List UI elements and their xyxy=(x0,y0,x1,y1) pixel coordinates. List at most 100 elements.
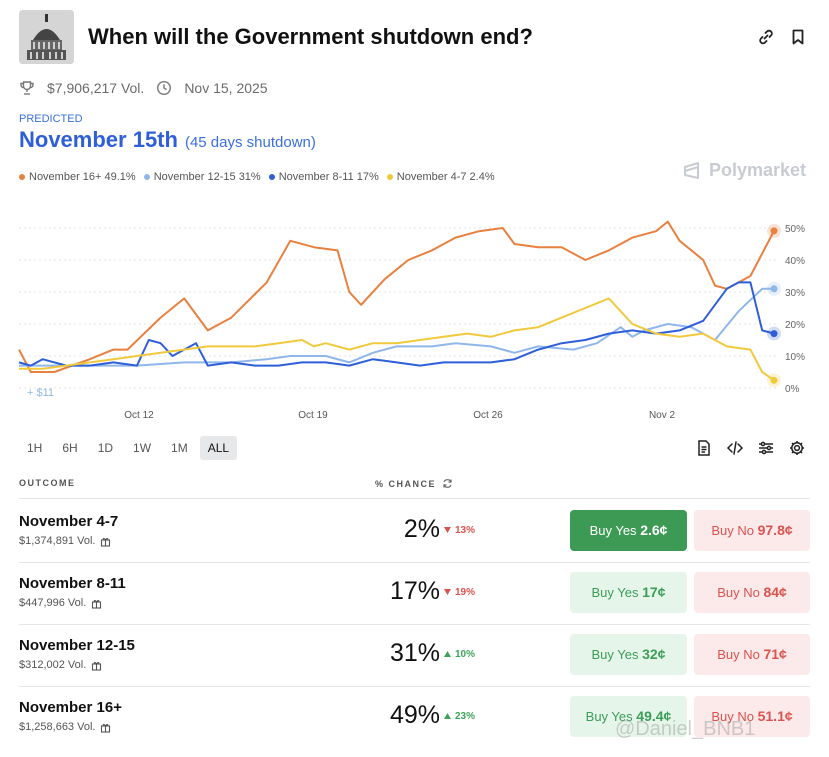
buy-no-price: 51.1¢ xyxy=(757,708,793,724)
triangle-up-icon xyxy=(444,711,455,722)
buy-no-label: Buy No xyxy=(711,523,754,538)
market-meta: $7,906,217 Vol. Nov 15, 2025 xyxy=(19,78,268,98)
polymarket-logo: Polymarket xyxy=(682,160,806,181)
outcome-name: November 12-15 xyxy=(19,637,135,654)
legend-dot xyxy=(143,174,150,180)
outcome-chance: 2% xyxy=(403,515,440,543)
legend-item: November 4-7 2.4% xyxy=(386,171,495,183)
outcome-volume-value: $312,002 Vol. xyxy=(19,659,87,671)
legend-dot xyxy=(268,174,275,180)
buy-yes-button[interactable]: Buy Yes 2.6¢ xyxy=(570,510,687,551)
outcome-row[interactable]: November 8-11 $447,996 Vol. 17% 19% Buy Yes … xyxy=(19,562,810,624)
chance-header-label: % CHANCE xyxy=(375,478,437,489)
time-range-selector: 1H 6H 1D 1W 1M ALL xyxy=(19,436,241,460)
range-1w[interactable]: 1W xyxy=(133,441,152,455)
buy-yes-price: 32¢ xyxy=(642,646,666,662)
outcome-row[interactable]: November 12-15 $312,002 Vol. 31% 10% Buy Yes… xyxy=(19,624,810,686)
chart-legend: November 16+ 49.1% November 12-15 31% Nove… xyxy=(19,171,503,183)
series-line-2 xyxy=(19,287,774,367)
series-endpoint xyxy=(770,285,778,293)
buy-yes-price: 49.4¢ xyxy=(636,708,672,724)
gift-icon[interactable] xyxy=(91,660,102,671)
chance-column-header: % CHANCE xyxy=(375,478,453,489)
y-tick-label: 50% xyxy=(785,224,805,235)
outcome-name: November 4-7 xyxy=(19,513,119,530)
gear-icon[interactable] xyxy=(788,439,806,457)
triangle-up-icon xyxy=(444,649,455,660)
buy-yes-button[interactable]: Buy Yes 17¢ xyxy=(570,572,687,613)
series-line-1 xyxy=(18,220,775,373)
buy-no-price: 71¢ xyxy=(763,646,787,662)
buy-no-label: Buy No xyxy=(711,709,754,724)
buy-no-price: 97.8¢ xyxy=(757,522,793,538)
code-icon[interactable] xyxy=(726,439,744,457)
range-all[interactable]: ALL xyxy=(199,436,238,460)
legend-label: November 4-7 2.4% xyxy=(396,171,495,183)
outcome-chance: 17% xyxy=(390,577,441,605)
market-title: When will the Government shutdown end? xyxy=(88,24,533,49)
price-history-chart[interactable]: 50% 40% 30% 20% 10% 0% Oct 12 Oct 19 Oct 26 Nov 2… xyxy=(0,190,829,430)
legend-item: November 8-11 17% xyxy=(268,171,379,183)
range-1m[interactable]: 1M xyxy=(171,441,188,455)
outcome-row[interactable]: November 4-7 $1,374,891 Vol. 2% 13% Buy Yes … xyxy=(19,500,810,562)
buy-no-button[interactable]: Buy No 84¢ xyxy=(694,572,810,613)
legend-item: November 16+ 49.1% xyxy=(19,171,136,183)
outcome-volume-value: $1,374,891 Vol. xyxy=(19,535,96,547)
chance-delta-value: 19% xyxy=(455,587,476,598)
chance-delta: 10% xyxy=(444,649,475,660)
watermark: @Daniel_BNB1 xyxy=(615,718,756,740)
range-1h[interactable]: 1H xyxy=(27,441,43,455)
series-line-3 xyxy=(18,281,775,367)
buy-no-button[interactable]: Buy No 51.1¢ xyxy=(694,696,810,737)
refresh-icon[interactable] xyxy=(442,478,453,489)
predicted-outcome: November 15th xyxy=(19,127,178,152)
buy-no-label: Buy No xyxy=(717,585,760,600)
series-endpoint xyxy=(770,227,778,235)
legend-label: November 12-15 31% xyxy=(153,171,261,183)
chance-delta: 19% xyxy=(444,587,475,598)
outcome-volume: $1,258,663 Vol. xyxy=(19,721,111,733)
x-tick-label: Oct 26 xyxy=(473,410,503,421)
range-6h[interactable]: 6H xyxy=(62,441,78,455)
y-tick-label: 0% xyxy=(785,384,800,395)
market-header: When will the Government shutdown end? xyxy=(19,10,814,66)
chart-annotation: + $11 xyxy=(27,387,54,399)
legend-label: November 16+ 49.1% xyxy=(29,171,136,183)
gift-icon[interactable] xyxy=(100,536,111,547)
outcome-name: November 8-11 xyxy=(19,575,126,592)
buy-no-button[interactable]: Buy No 71¢ xyxy=(694,634,810,675)
buy-yes-label: Buy Yes xyxy=(589,523,637,538)
buy-yes-button[interactable]: Buy Yes 49.4¢ xyxy=(570,696,687,737)
series-endpoint xyxy=(770,330,778,338)
legend-dot xyxy=(386,174,393,180)
gift-icon[interactable] xyxy=(100,722,111,733)
buy-yes-label: Buy Yes xyxy=(585,709,633,724)
chance-delta-value: 23% xyxy=(455,711,476,722)
capitol-building-icon xyxy=(19,10,74,64)
link-icon[interactable] xyxy=(757,28,775,46)
gift-icon[interactable] xyxy=(91,598,102,609)
y-tick-label: 20% xyxy=(785,320,805,331)
range-1d[interactable]: 1D xyxy=(97,441,114,455)
buy-yes-price: 2.6¢ xyxy=(640,522,668,538)
outcome-row[interactable]: November 16+ $1,258,663 Vol. 49% 23% Buy Yes… xyxy=(19,686,810,748)
divider xyxy=(19,686,810,687)
legend-label: November 8-11 17% xyxy=(278,171,379,183)
series-line-4 xyxy=(19,297,775,382)
chance-delta-value: 13% xyxy=(455,525,476,536)
outcome-chance: 31% xyxy=(390,639,441,667)
buy-no-price: 84¢ xyxy=(763,584,787,600)
clock-icon xyxy=(156,80,172,96)
chance-delta: 13% xyxy=(444,525,475,536)
bookmark-icon[interactable] xyxy=(789,28,807,46)
sliders-icon[interactable] xyxy=(757,439,775,457)
polymarket-icon xyxy=(684,162,699,179)
outcome-volume-value: $447,996 Vol. xyxy=(19,597,87,609)
buy-yes-price: 17¢ xyxy=(642,584,666,600)
buy-no-button[interactable]: Buy No 97.8¢ xyxy=(694,510,810,551)
predicted-label: PREDICTED xyxy=(19,113,83,125)
document-icon[interactable] xyxy=(695,439,713,457)
buy-yes-button[interactable]: Buy Yes 32¢ xyxy=(570,634,687,675)
chance-delta-value: 10% xyxy=(455,649,476,660)
y-tick-label: 40% xyxy=(785,256,805,267)
